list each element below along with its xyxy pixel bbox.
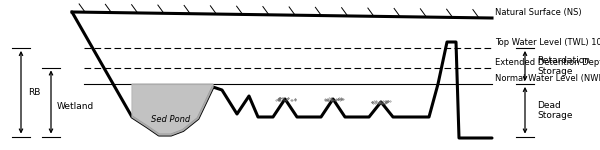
Text: Top Water Level (TWL) 100yr: Top Water Level (TWL) 100yr (495, 38, 600, 47)
Text: Normal Water Level (NWL): Normal Water Level (NWL) (495, 74, 600, 83)
Text: Wetland: Wetland (57, 102, 94, 111)
Text: Retardation
Storage: Retardation Storage (537, 56, 590, 76)
Text: Sed Pond: Sed Pond (151, 116, 191, 124)
Text: RB: RB (28, 88, 41, 97)
Text: Natural Surface (NS): Natural Surface (NS) (495, 8, 581, 17)
Polygon shape (132, 84, 213, 135)
Text: Extended Detention Depth (EDD): Extended Detention Depth (EDD) (495, 58, 600, 67)
Text: Dead
Storage: Dead Storage (537, 100, 572, 120)
